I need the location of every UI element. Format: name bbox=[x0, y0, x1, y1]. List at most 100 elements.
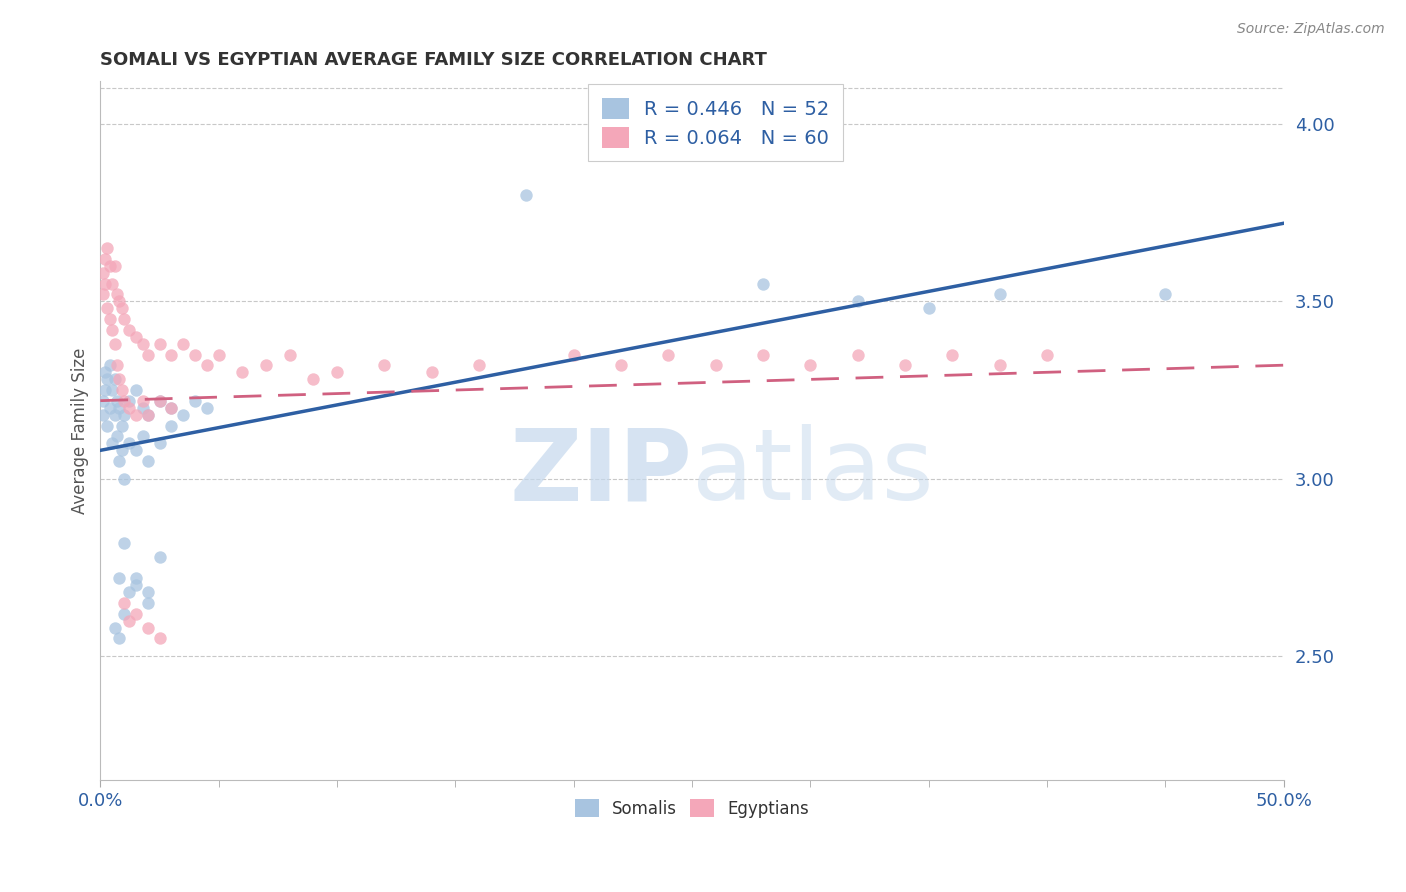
Point bbox=[112, 393, 135, 408]
Point bbox=[96, 372, 118, 386]
Point bbox=[172, 408, 194, 422]
Point bbox=[112, 408, 135, 422]
Point bbox=[195, 358, 218, 372]
Point bbox=[132, 429, 155, 443]
Point bbox=[118, 401, 141, 415]
Point bbox=[125, 571, 148, 585]
Point bbox=[118, 614, 141, 628]
Text: SOMALI VS EGYPTIAN AVERAGE FAMILY SIZE CORRELATION CHART: SOMALI VS EGYPTIAN AVERAGE FAMILY SIZE C… bbox=[100, 51, 768, 69]
Point bbox=[172, 337, 194, 351]
Point bbox=[136, 621, 159, 635]
Point bbox=[894, 358, 917, 372]
Point bbox=[111, 383, 134, 397]
Point bbox=[148, 393, 170, 408]
Point bbox=[98, 401, 121, 415]
Point bbox=[125, 408, 148, 422]
Point bbox=[108, 294, 131, 309]
Point bbox=[91, 266, 114, 280]
Point bbox=[103, 621, 125, 635]
Point bbox=[657, 347, 679, 361]
Point bbox=[118, 436, 141, 450]
Point bbox=[125, 607, 148, 621]
Point bbox=[103, 408, 125, 422]
Point bbox=[1154, 287, 1177, 301]
Point bbox=[208, 347, 231, 361]
Point bbox=[941, 347, 963, 361]
Point bbox=[373, 358, 395, 372]
Point bbox=[148, 436, 170, 450]
Point bbox=[112, 535, 135, 549]
Point bbox=[136, 347, 159, 361]
Point bbox=[118, 323, 141, 337]
Point bbox=[105, 429, 128, 443]
Point bbox=[988, 287, 1011, 301]
Point bbox=[111, 301, 134, 316]
Point bbox=[125, 578, 148, 592]
Point bbox=[108, 632, 131, 646]
Point bbox=[302, 372, 325, 386]
Point bbox=[105, 393, 128, 408]
Point bbox=[96, 418, 118, 433]
Y-axis label: Average Family Size: Average Family Size bbox=[72, 348, 89, 514]
Point bbox=[112, 312, 135, 326]
Point bbox=[184, 347, 207, 361]
Point bbox=[254, 358, 277, 372]
Point bbox=[148, 632, 170, 646]
Point bbox=[111, 418, 134, 433]
Point bbox=[846, 347, 869, 361]
Point bbox=[98, 312, 121, 326]
Point bbox=[160, 401, 183, 415]
Point bbox=[160, 401, 183, 415]
Point bbox=[752, 277, 775, 291]
Point bbox=[91, 287, 114, 301]
Point bbox=[108, 454, 131, 468]
Point bbox=[278, 347, 301, 361]
Point bbox=[103, 337, 125, 351]
Point bbox=[91, 408, 114, 422]
Point bbox=[98, 358, 121, 372]
Point bbox=[136, 585, 159, 599]
Point bbox=[468, 358, 491, 372]
Text: atlas: atlas bbox=[692, 425, 934, 521]
Point bbox=[562, 347, 585, 361]
Point bbox=[108, 571, 131, 585]
Point bbox=[96, 241, 118, 255]
Point bbox=[195, 401, 218, 415]
Point bbox=[704, 358, 727, 372]
Point bbox=[917, 301, 939, 316]
Point bbox=[610, 358, 633, 372]
Point bbox=[988, 358, 1011, 372]
Point bbox=[125, 330, 148, 344]
Point bbox=[94, 252, 117, 266]
Point bbox=[105, 287, 128, 301]
Point bbox=[118, 585, 141, 599]
Point bbox=[112, 596, 135, 610]
Point bbox=[91, 393, 114, 408]
Point bbox=[94, 365, 117, 379]
Point bbox=[96, 301, 118, 316]
Point bbox=[94, 383, 117, 397]
Point bbox=[136, 408, 159, 422]
Point bbox=[1036, 347, 1059, 361]
Point bbox=[101, 383, 124, 397]
Point bbox=[101, 277, 124, 291]
Point bbox=[231, 365, 253, 379]
Point bbox=[101, 323, 124, 337]
Point bbox=[148, 549, 170, 564]
Point bbox=[799, 358, 821, 372]
Point bbox=[98, 259, 121, 273]
Point bbox=[112, 472, 135, 486]
Point bbox=[112, 607, 135, 621]
Point bbox=[160, 418, 183, 433]
Point bbox=[136, 408, 159, 422]
Point bbox=[515, 187, 537, 202]
Point bbox=[108, 401, 131, 415]
Point bbox=[846, 294, 869, 309]
Point bbox=[94, 277, 117, 291]
Point bbox=[108, 372, 131, 386]
Point bbox=[326, 365, 349, 379]
Point bbox=[132, 337, 155, 351]
Point bbox=[148, 337, 170, 351]
Point bbox=[420, 365, 443, 379]
Point bbox=[103, 259, 125, 273]
